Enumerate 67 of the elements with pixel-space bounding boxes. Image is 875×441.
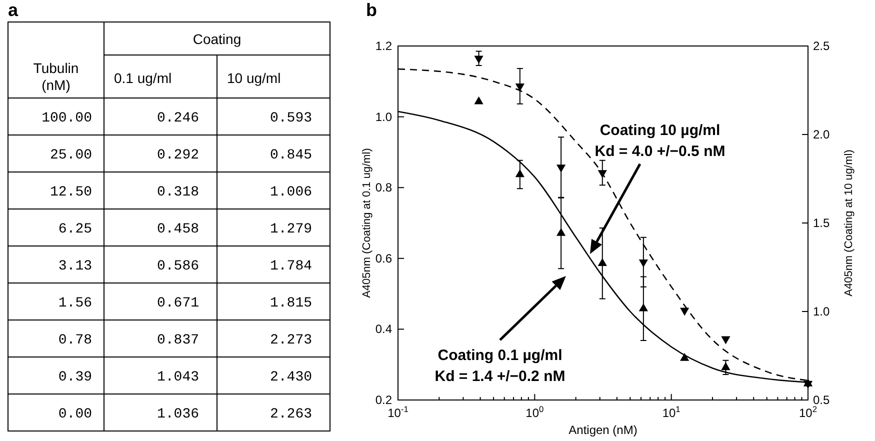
y-tick-label: 0.39 (58, 370, 92, 386)
y-tick-label: 1.56 (58, 296, 92, 312)
chart-title: a (8, 0, 19, 20)
y-axis-title: A405nm (Coating at 0.1 ug/ml) (361, 148, 373, 298)
point (515, 169, 524, 178)
x-tick-label: 0.1 ug/ml (114, 70, 172, 86)
y2-tick-label: 0.5 (813, 393, 830, 407)
data-label: 0.292 (156, 148, 199, 164)
point (515, 84, 524, 92)
y-tick-label: 0.78 (58, 332, 92, 348)
x-axis-title: Antigen (nM) (568, 423, 638, 437)
y2-tick-label: 1.5 (813, 216, 830, 230)
y-tick-label: 1.0 (375, 110, 392, 124)
y-tick-label: 100.00 (42, 110, 92, 126)
data-label: 2.273 (270, 332, 312, 348)
x-axis-title: Coating (192, 31, 242, 47)
y2-tick-label: 1.0 (813, 304, 830, 318)
data-label: 0.837 (156, 332, 199, 348)
y-tick-label: 25.00 (50, 148, 92, 164)
point (474, 96, 484, 104)
data-label: 1.036 (156, 406, 199, 422)
point (638, 303, 648, 312)
data-label: 0.458 (156, 222, 199, 238)
annotation: Coating 10 µg/ml (600, 122, 720, 139)
point (556, 228, 566, 236)
point (598, 258, 607, 266)
y-tick-label: 0.4 (375, 322, 392, 336)
y-tick-label: 0.2 (375, 393, 392, 407)
y-axis-title: Tubulin (nM) (33, 60, 79, 93)
point (721, 336, 730, 344)
data-label: 2.263 (270, 406, 312, 422)
point (680, 352, 690, 361)
point (474, 56, 484, 64)
x-tick-label: 10$^{1}$ (662, 404, 681, 420)
data-label: 0.318 (156, 184, 199, 200)
y-tick-label: 1.2 (375, 39, 392, 53)
data-label: 2.430 (270, 370, 312, 386)
point (721, 362, 730, 370)
data-label: 1.043 (156, 370, 199, 386)
y-tick-label: 12.50 (50, 184, 92, 200)
y-tick-label: 0.00 (58, 406, 92, 422)
y-tick-label: 0.6 (375, 251, 392, 266)
data-label: 1.006 (270, 184, 312, 200)
x-tick-label: 10$^{-1}$ (388, 404, 409, 420)
data-label: 0.586 (156, 258, 199, 274)
point (638, 259, 648, 268)
annotation: Kd = 1.4 +/−0.2 nM (434, 368, 566, 385)
y-tick-label: 3.13 (58, 258, 92, 274)
y2-axis-title: A405nm (Coating at 10 ug/ml) (843, 150, 855, 296)
x-tick-label: 10$^{2}$ (798, 404, 818, 420)
point (556, 164, 566, 173)
annotation: Kd = 4.0 +/−0.5 nM (594, 143, 726, 160)
chart-title: b (366, 0, 377, 20)
data-label: 0.671 (156, 296, 199, 312)
data-label: 0.593 (270, 110, 312, 126)
y-tick-label: 0.8 (375, 180, 392, 195)
data-label: 1.784 (270, 258, 312, 274)
data-label: 1.815 (270, 296, 312, 312)
y-tick-label: 6.25 (58, 222, 92, 238)
y2-tick-label: 2.5 (813, 39, 830, 53)
x-tick-label: 10$^{0}$ (526, 404, 544, 420)
x-tick-label: 10 ug/ml (227, 70, 281, 86)
data-label: 0.845 (270, 148, 312, 164)
data-label: 0.246 (156, 110, 199, 126)
y2-tick-label: 2.0 (813, 128, 830, 142)
annotation: Coating 0.1 µg/ml (438, 347, 562, 364)
data-label: 1.279 (270, 222, 312, 238)
